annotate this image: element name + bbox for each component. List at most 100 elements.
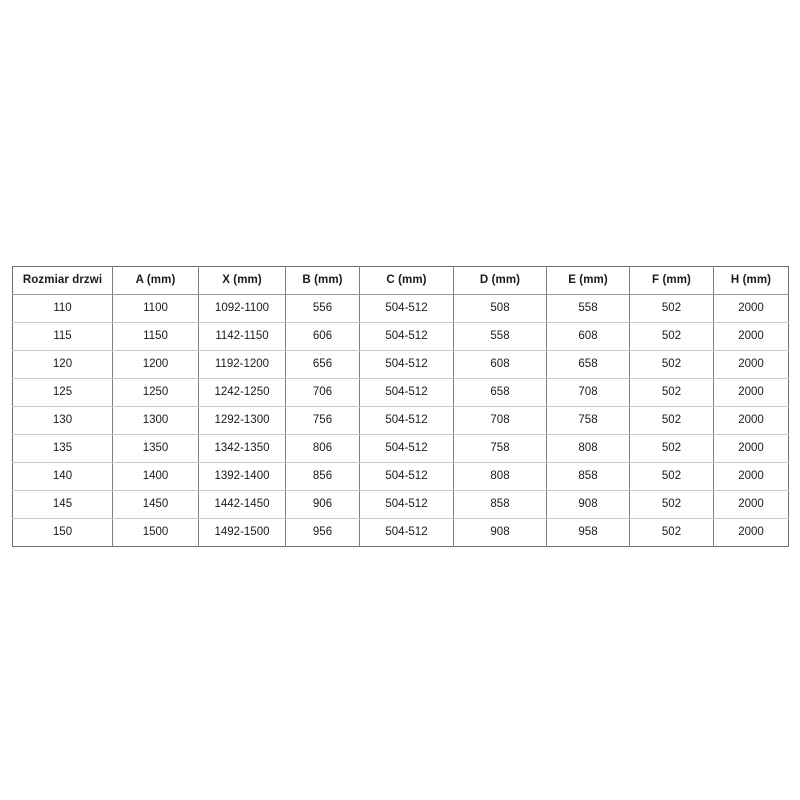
table-header: Rozmiar drzwi A (mm) X (mm) B (mm) C (mm) D (… [12,266,789,295]
column-header-2: X (mm) [198,266,286,295]
table-row: 145 1450 1442-1450 906 504-512 858 908 502 2000 [12,490,789,519]
cell-value: 2000 [713,350,789,379]
cell-value: 504-512 [359,434,454,463]
cell-value: 504-512 [359,406,454,435]
cell-value: 858 [453,490,547,519]
cell-value: 1500 [112,518,199,547]
cell-value: 1092-1100 [198,294,286,323]
cell-value: 2000 [713,462,789,491]
column-header-0: Rozmiar drzwi [12,266,113,295]
cell-value: 2000 [713,294,789,323]
column-header-7: F (mm) [629,266,714,295]
column-header-3: B (mm) [285,266,360,295]
cell-value: 758 [546,406,630,435]
cell-value: 502 [629,490,714,519]
cell-value: 1492-1500 [198,518,286,547]
cell-value: 508 [453,294,547,323]
cell-value: 606 [285,322,360,351]
column-header-6: E (mm) [546,266,630,295]
cell-value: 502 [629,406,714,435]
cell-value: 708 [546,378,630,407]
cell-value: 502 [629,434,714,463]
cell-value: 958 [546,518,630,547]
cell-value: 858 [546,462,630,491]
table-row: 120 1200 1192-1200 656 504-512 608 658 502 2000 [12,350,789,379]
cell-value: 758 [453,434,547,463]
cell-value: 656 [285,350,360,379]
cell-value: 908 [546,490,630,519]
cell-value: 2000 [713,490,789,519]
cell-value: 502 [629,518,714,547]
cell-value: 658 [453,378,547,407]
cell-size: 150 [12,518,113,547]
cell-value: 956 [285,518,360,547]
table-header-row: Rozmiar drzwi A (mm) X (mm) B (mm) C (mm) D (… [12,266,789,295]
cell-value: 504-512 [359,350,454,379]
cell-value: 658 [546,350,630,379]
cell-value: 906 [285,490,360,519]
cell-value: 2000 [713,406,789,435]
cell-value: 502 [629,462,714,491]
cell-value: 1200 [112,350,199,379]
cell-value: 1392-1400 [198,462,286,491]
cell-value: 908 [453,518,547,547]
cell-value: 608 [453,350,547,379]
cell-value: 2000 [713,378,789,407]
cell-value: 708 [453,406,547,435]
cell-value: 1350 [112,434,199,463]
spec-table-container: Rozmiar drzwi A (mm) X (mm) B (mm) C (mm) D (… [12,266,789,547]
table-body: 110 1100 1092-1100 556 504-512 508 558 502 2000 1… [12,294,789,547]
table-row: 125 1250 1242-1250 706 504-512 658 708 502 2000 [12,378,789,407]
cell-value: 756 [285,406,360,435]
cell-value: 1400 [112,462,199,491]
table-row: 140 1400 1392-1400 856 504-512 808 858 502 2000 [12,462,789,491]
cell-value: 1292-1300 [198,406,286,435]
table-row: 150 1500 1492-1500 956 504-512 908 958 502 2000 [12,518,789,547]
cell-value: 1250 [112,378,199,407]
cell-value: 1192-1200 [198,350,286,379]
cell-value: 502 [629,350,714,379]
cell-value: 2000 [713,322,789,351]
column-header-5: D (mm) [453,266,547,295]
cell-value: 1342-1350 [198,434,286,463]
cell-value: 504-512 [359,490,454,519]
table-row: 135 1350 1342-1350 806 504-512 758 808 502 2000 [12,434,789,463]
cell-size: 115 [12,322,113,351]
cell-size: 120 [12,350,113,379]
cell-value: 808 [453,462,547,491]
cell-size: 110 [12,294,113,323]
cell-value: 504-512 [359,518,454,547]
column-header-8: H (mm) [713,266,789,295]
table-row: 130 1300 1292-1300 756 504-512 708 758 502 2000 [12,406,789,435]
cell-value: 608 [546,322,630,351]
table-row: 115 1150 1142-1150 606 504-512 558 608 502 2000 [12,322,789,351]
cell-value: 1242-1250 [198,378,286,407]
cell-value: 806 [285,434,360,463]
cell-value: 2000 [713,434,789,463]
cell-value: 1442-1450 [198,490,286,519]
cell-value: 504-512 [359,294,454,323]
cell-value: 808 [546,434,630,463]
cell-value: 558 [453,322,547,351]
cell-size: 140 [12,462,113,491]
cell-value: 504-512 [359,322,454,351]
cell-value: 856 [285,462,360,491]
cell-value: 1142-1150 [198,322,286,351]
column-header-1: A (mm) [112,266,199,295]
cell-size: 125 [12,378,113,407]
cell-size: 130 [12,406,113,435]
shower-door-dimensions-table: Rozmiar drzwi A (mm) X (mm) B (mm) C (mm) D (… [12,266,789,547]
cell-value: 556 [285,294,360,323]
table-row: 110 1100 1092-1100 556 504-512 508 558 502 2000 [12,294,789,323]
cell-value: 1300 [112,406,199,435]
cell-value: 2000 [713,518,789,547]
cell-size: 135 [12,434,113,463]
cell-value: 1100 [112,294,199,323]
cell-value: 558 [546,294,630,323]
column-header-4: C (mm) [359,266,454,295]
cell-size: 145 [12,490,113,519]
cell-value: 502 [629,378,714,407]
cell-value: 1450 [112,490,199,519]
cell-value: 502 [629,294,714,323]
cell-value: 504-512 [359,378,454,407]
